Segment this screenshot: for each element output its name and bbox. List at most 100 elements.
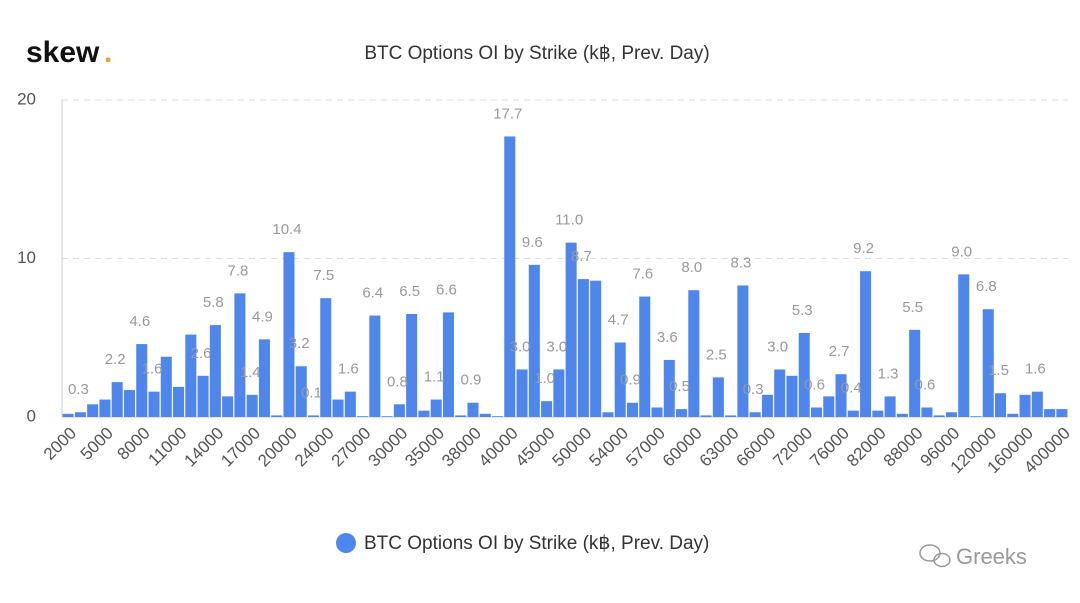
bar bbox=[381, 416, 393, 417]
data-label: 4.6 bbox=[129, 313, 150, 330]
bar bbox=[823, 396, 835, 417]
watermark-icon bbox=[919, 544, 951, 568]
x-tick-label: 14000 bbox=[180, 424, 227, 471]
bar bbox=[185, 334, 197, 417]
data-label: 4.7 bbox=[608, 311, 629, 328]
bar bbox=[516, 369, 528, 417]
data-label: 7.6 bbox=[632, 266, 653, 283]
data-label: 0.9 bbox=[620, 372, 641, 389]
bar bbox=[626, 402, 638, 417]
bar bbox=[492, 416, 504, 417]
bar bbox=[798, 332, 810, 417]
bar bbox=[393, 404, 405, 417]
bar bbox=[467, 402, 479, 417]
bar bbox=[307, 415, 320, 417]
data-label: 3.0 bbox=[510, 338, 531, 355]
data-label: 0.8 bbox=[387, 373, 408, 390]
data-label: 0.1 bbox=[301, 384, 322, 401]
bar bbox=[99, 399, 111, 417]
bar bbox=[332, 399, 344, 417]
bar bbox=[909, 329, 921, 417]
bar bbox=[700, 415, 712, 417]
bar bbox=[136, 344, 148, 417]
data-label: 1.3 bbox=[878, 365, 899, 382]
bar bbox=[688, 290, 700, 417]
data-label: 9.2 bbox=[853, 240, 874, 257]
chart-title: BTC Options OI by Strike (k฿, Prev. Day) bbox=[364, 43, 709, 64]
data-label: 7.5 bbox=[313, 267, 334, 284]
legend-swatch bbox=[336, 533, 356, 553]
bar bbox=[430, 399, 442, 417]
bar bbox=[209, 325, 221, 417]
bar bbox=[283, 252, 295, 417]
data-label: 0.9 bbox=[461, 372, 482, 389]
data-label: 1.6 bbox=[142, 361, 163, 378]
bar bbox=[1019, 394, 1031, 417]
bar bbox=[528, 264, 540, 417]
bar bbox=[258, 339, 270, 417]
bar bbox=[87, 404, 99, 417]
bar bbox=[1044, 409, 1056, 417]
data-label: 0.6 bbox=[914, 376, 935, 393]
x-tick-label: 38000 bbox=[438, 424, 485, 471]
data-label: 2.7 bbox=[829, 343, 850, 360]
bar bbox=[896, 413, 908, 417]
bar bbox=[676, 409, 688, 417]
brand-mark: . bbox=[104, 36, 112, 69]
bar bbox=[921, 407, 933, 417]
x-tick-label: 20000 bbox=[254, 424, 301, 471]
x-tick-label: 72000 bbox=[769, 424, 816, 471]
x-tick-label: 24000 bbox=[291, 424, 338, 471]
bar bbox=[553, 369, 565, 417]
bar bbox=[712, 377, 724, 417]
bar bbox=[148, 391, 160, 417]
data-label: 5.3 bbox=[792, 302, 813, 319]
bar bbox=[810, 407, 823, 417]
data-label: 9.6 bbox=[522, 234, 543, 251]
bar bbox=[737, 285, 749, 417]
bar bbox=[504, 136, 516, 417]
data-label: 6.5 bbox=[399, 283, 420, 300]
data-label: 5.5 bbox=[902, 299, 923, 316]
bar bbox=[541, 401, 553, 417]
data-label: 11.0 bbox=[555, 212, 583, 229]
x-tick-label: 66000 bbox=[733, 424, 780, 471]
data-label: 10.4 bbox=[272, 221, 301, 238]
data-label: 0.5 bbox=[669, 378, 690, 395]
bar bbox=[614, 342, 626, 417]
bar bbox=[1031, 391, 1043, 417]
bar bbox=[1007, 413, 1019, 417]
bar bbox=[123, 390, 135, 417]
data-label: 2.5 bbox=[706, 346, 727, 363]
y-tick-label: 0 bbox=[27, 406, 36, 425]
bar bbox=[982, 309, 994, 417]
bar bbox=[1056, 409, 1068, 417]
data-label: 1.4 bbox=[240, 364, 261, 381]
bar bbox=[418, 410, 430, 417]
x-tick-label: 57000 bbox=[622, 424, 669, 471]
bar bbox=[197, 375, 209, 417]
data-label: 0.6 bbox=[804, 376, 825, 393]
bar bbox=[847, 410, 859, 417]
bar bbox=[344, 391, 356, 417]
legend-label[interactable]: BTC Options OI by Strike (k฿, Prev. Day) bbox=[364, 533, 709, 554]
data-label: 0.3 bbox=[68, 381, 89, 398]
bar bbox=[860, 271, 872, 417]
bar bbox=[455, 415, 467, 417]
x-tick-label: 40000 bbox=[475, 424, 522, 471]
bar bbox=[884, 396, 896, 417]
watermark: Greeks bbox=[956, 544, 1027, 569]
x-tick-label: 63000 bbox=[696, 424, 743, 471]
bar bbox=[761, 394, 773, 417]
bar bbox=[111, 382, 123, 417]
bar bbox=[320, 298, 332, 417]
data-label: 3.6 bbox=[657, 329, 678, 346]
bar bbox=[872, 410, 884, 417]
x-tick-label: 11000 bbox=[145, 424, 191, 470]
bar bbox=[234, 293, 246, 417]
data-label: 8.0 bbox=[681, 259, 702, 276]
data-label: 7.8 bbox=[227, 262, 248, 279]
x-tick-label: 5000 bbox=[77, 424, 117, 464]
bar bbox=[970, 416, 982, 417]
